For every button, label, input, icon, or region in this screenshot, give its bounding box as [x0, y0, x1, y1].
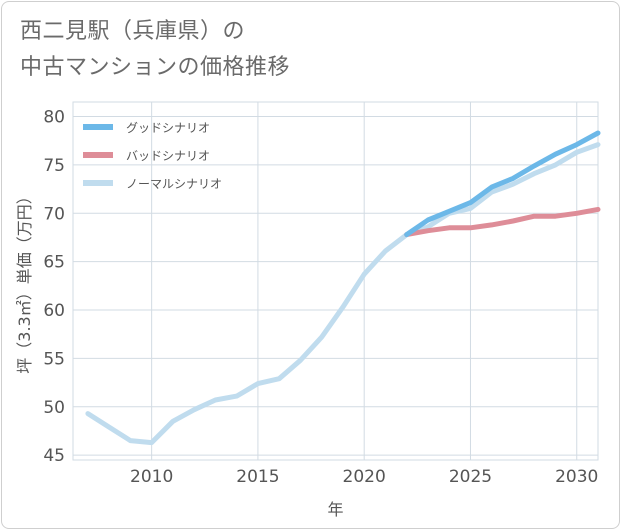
chart-title-line-2: 中古マンションの価格推移: [20, 55, 291, 80]
y-tick-label: 60: [43, 301, 65, 321]
legend-item-1[interactable]: バッドシナリオ: [83, 149, 210, 163]
series-line-0: [404, 130, 601, 238]
x-tick-label: 2015: [236, 467, 279, 487]
legend-item-0[interactable]: グッドシナリオ: [83, 121, 210, 135]
x-tick-label: 2030: [555, 467, 598, 487]
y-tick-label: 65: [43, 253, 65, 273]
legend-label: ノーマルシナリオ: [126, 177, 222, 191]
x-tick-label: 2020: [343, 467, 386, 487]
chart-title: 西二見駅（兵庫県）の 中古マンションの価格推移: [20, 14, 580, 86]
y-tick-label: 45: [43, 446, 65, 466]
legend-label: グッドシナリオ: [126, 121, 210, 135]
tick-labels: 45 50 55 60 65 70 75 80 2010 2015 2020 2025 2030: [43, 108, 598, 487]
x-tick-label: 2010: [130, 467, 173, 487]
series-lines: [85, 130, 601, 446]
y-axis-title: 坪（3.3㎡）単価（万円）: [15, 188, 34, 373]
series-line-1: [404, 206, 601, 238]
y-tick-label: 80: [43, 108, 65, 128]
y-tick-label: 70: [43, 204, 65, 224]
x-axis-title: 年: [327, 500, 343, 519]
chart-title-line-1: 西二見駅（兵庫県）の: [20, 19, 246, 44]
series-line-2: [85, 142, 601, 446]
x-tick-label: 2025: [449, 467, 492, 487]
y-tick-label: 50: [43, 398, 65, 418]
y-tick-label: 75: [43, 156, 65, 176]
grid: [72, 101, 599, 461]
legend-label: バッドシナリオ: [126, 149, 210, 163]
plot-frame: [72, 101, 599, 461]
y-tick-label: 55: [43, 349, 65, 369]
legend-item-2[interactable]: ノーマルシナリオ: [83, 177, 222, 191]
